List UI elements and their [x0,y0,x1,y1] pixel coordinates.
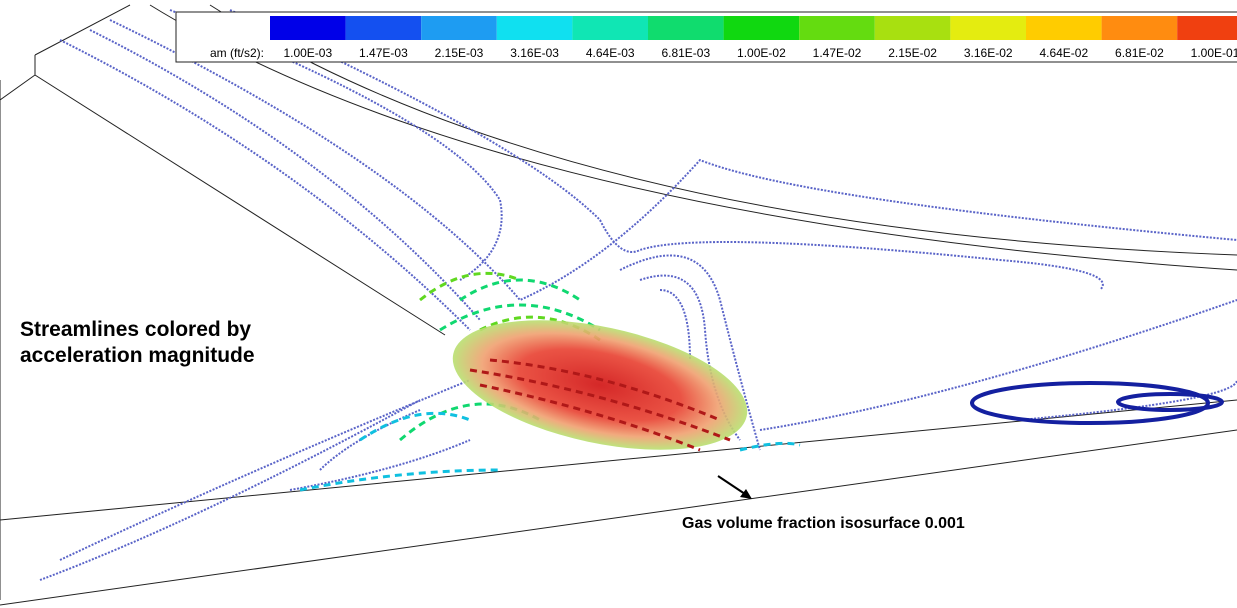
colorbar-tick-label: 6.81E-03 [661,46,710,60]
colorbar: am (ft/s2): 1.00E-03 1.47E-03 2.15E-03 3.16… [176,12,1237,62]
color-swatch [875,16,951,40]
colorbar-tick-label: 3.16E-03 [510,46,559,60]
color-swatch [1177,16,1237,40]
color-swatch [346,16,422,40]
annotation: acceleration magnitude [20,344,255,367]
colorbar-tick-label: 3.16E-02 [964,46,1013,60]
colorbar-tick-label: 1.00E-02 [737,46,786,60]
color-swatch [572,16,648,40]
color-swatch [421,16,497,40]
color-swatch [724,16,800,40]
color-swatch [950,16,1026,40]
color-swatch [648,16,724,40]
annotation: Gas volume fraction isosurface 0.001 [682,515,965,532]
colorbar-label: am (ft/s2): [210,46,264,60]
annotation: Streamlines colored by [20,318,251,341]
colorbar-tick-label: 4.64E-02 [1039,46,1088,60]
color-swatch [799,16,875,40]
color-swatch [497,16,573,40]
geometry [0,5,1237,605]
colorbar-tick-label: 4.64E-03 [586,46,635,60]
colorbar-tick-label: 2.15E-02 [888,46,937,60]
color-swatch [1102,16,1178,40]
colorbar-tick-label: 1.00E-03 [283,46,332,60]
colorbar-tick-label: 1.00E-01 [1191,46,1237,60]
colorbar-tick-label: 1.47E-03 [359,46,408,60]
colorbar-tick-label: 1.47E-02 [813,46,862,60]
colorbar-tick-label: 2.15E-03 [435,46,484,60]
color-swatch [1026,16,1102,40]
colorbar-tick-label: 6.81E-02 [1115,46,1164,60]
color-swatch [270,16,346,40]
visualization: am (ft/s2): 1.00E-03 1.47E-03 2.15E-03 3.16… [0,0,1237,608]
